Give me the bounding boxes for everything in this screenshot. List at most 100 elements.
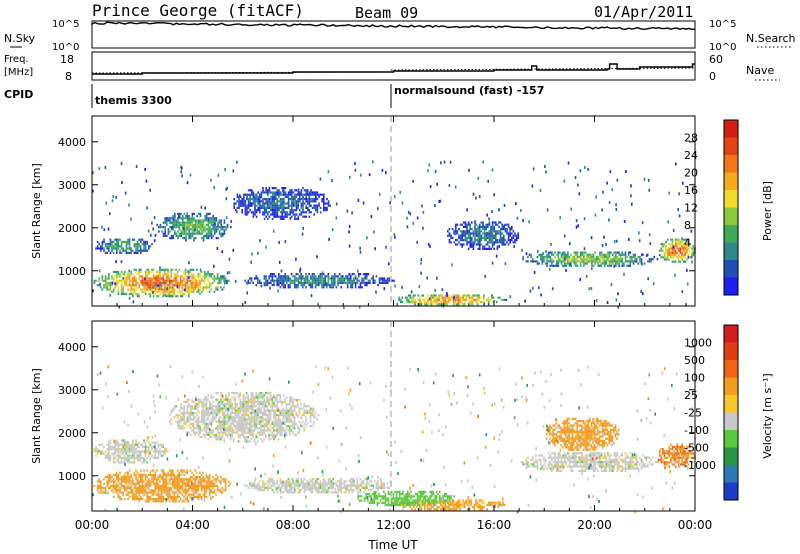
heatmap-cell — [106, 476, 108, 479]
heatmap-cell — [188, 215, 190, 218]
heatmap-cell — [461, 232, 463, 235]
heatmap-cell — [607, 264, 609, 267]
heatmap-cell — [273, 215, 275, 218]
heatmap-cell — [257, 422, 259, 425]
heatmap-cell — [217, 173, 220, 177]
heatmap-cell — [201, 226, 203, 229]
heatmap-cell — [144, 245, 147, 248]
heatmap-cell — [676, 238, 679, 241]
heatmap-cell — [158, 226, 160, 229]
heatmap-cell — [178, 409, 181, 412]
heatmap-cell — [258, 409, 261, 412]
heatmap-cell — [242, 431, 245, 434]
heatmap-cell — [223, 478, 225, 481]
heatmap-cell — [244, 431, 246, 434]
heatmap-cell — [199, 228, 202, 231]
heatmap-cell — [140, 249, 142, 252]
heatmap-cell — [156, 478, 158, 481]
heatmap-cell — [186, 409, 189, 412]
freq-tick-top: 18 — [60, 53, 74, 66]
heatmap-cell — [348, 244, 351, 248]
heatmap-cell — [181, 414, 184, 417]
heatmap-cell — [366, 275, 368, 278]
heatmap-cell — [160, 450, 163, 453]
heatmap-cell — [199, 471, 201, 474]
heatmap-cell — [210, 275, 212, 278]
heatmap-cell — [573, 258, 576, 261]
heatmap-cell — [483, 232, 486, 235]
heatmap-cell — [291, 204, 293, 207]
heatmap-cell — [168, 277, 171, 280]
heatmap-cell — [300, 279, 302, 282]
heatmap-cell — [265, 281, 267, 284]
heatmap-cell — [190, 217, 192, 220]
heatmap-cell — [682, 247, 685, 250]
heatmap-cell — [172, 219, 174, 222]
heatmap-cell — [308, 202, 311, 205]
heatmap-cell — [491, 245, 494, 248]
heatmap-cell — [122, 249, 124, 252]
heatmap-cell — [438, 303, 440, 306]
heatmap-cell — [488, 221, 491, 224]
heatmap-cell — [220, 489, 222, 492]
heatmap-cell — [120, 478, 123, 481]
heatmap-cell — [260, 191, 263, 194]
heatmap-cell — [152, 281, 155, 285]
heatmap-cell — [100, 443, 102, 446]
heatmap-cell — [586, 253, 588, 256]
heatmap-cell — [283, 206, 285, 209]
heatmap-cell — [144, 273, 147, 276]
heatmap-cell — [294, 195, 296, 198]
heatmap-cell — [647, 178, 650, 182]
heatmap-cell — [294, 198, 296, 201]
heatmap-cell — [244, 400, 246, 403]
heatmap-cell — [621, 253, 624, 256]
heatmap-cell — [323, 206, 325, 209]
heatmap-cell — [532, 167, 535, 171]
heatmap-cell — [164, 232, 166, 235]
heatmap-cell — [133, 284, 136, 287]
heatmap-cell — [297, 193, 299, 196]
heatmap-cell — [234, 431, 237, 434]
heatmap-cell — [255, 276, 258, 280]
heatmap-cell — [108, 243, 110, 246]
heatmap-cell — [111, 480, 113, 483]
heatmap-cell — [294, 209, 296, 212]
heatmap-cell — [279, 275, 282, 278]
heatmap-cell — [170, 295, 172, 298]
heatmap-cell — [539, 255, 542, 259]
heatmap-cell — [259, 198, 261, 201]
heatmap-cell — [124, 240, 126, 243]
heatmap-cell — [255, 414, 257, 417]
heatmap-cell — [189, 478, 192, 481]
heatmap-cell — [326, 209, 328, 212]
heatmap-cell — [226, 400, 229, 403]
heatmap-cell — [455, 223, 457, 226]
heatmap-cell — [168, 292, 171, 296]
heatmap-cell — [686, 268, 688, 272]
heatmap-cell — [265, 409, 267, 412]
heatmap-cell — [478, 296, 480, 299]
heatmap-cell — [202, 219, 205, 222]
heatmap-cell — [159, 495, 161, 498]
heatmap-cell — [122, 288, 124, 291]
heatmap-cell — [220, 436, 222, 439]
heatmap-cell — [132, 461, 134, 464]
heatmap-cell — [108, 482, 110, 485]
heatmap-cell — [568, 258, 571, 261]
heatmap-cell — [183, 482, 185, 485]
heatmap-cell — [430, 301, 432, 304]
heatmap-cell — [189, 469, 192, 472]
heatmap-cell — [200, 478, 203, 481]
heatmap-cell — [263, 422, 265, 425]
heatmap-cell — [491, 223, 494, 226]
heatmap-cell — [125, 284, 128, 287]
heatmap-cell — [180, 473, 182, 476]
heatmap-cell — [180, 407, 182, 410]
heatmap-cell — [183, 221, 186, 224]
heatmap-cell — [177, 420, 179, 423]
heatmap-cell — [140, 251, 142, 254]
heatmap-cell — [681, 247, 683, 250]
heatmap-cell — [342, 277, 344, 280]
heatmap-cell — [197, 286, 200, 289]
